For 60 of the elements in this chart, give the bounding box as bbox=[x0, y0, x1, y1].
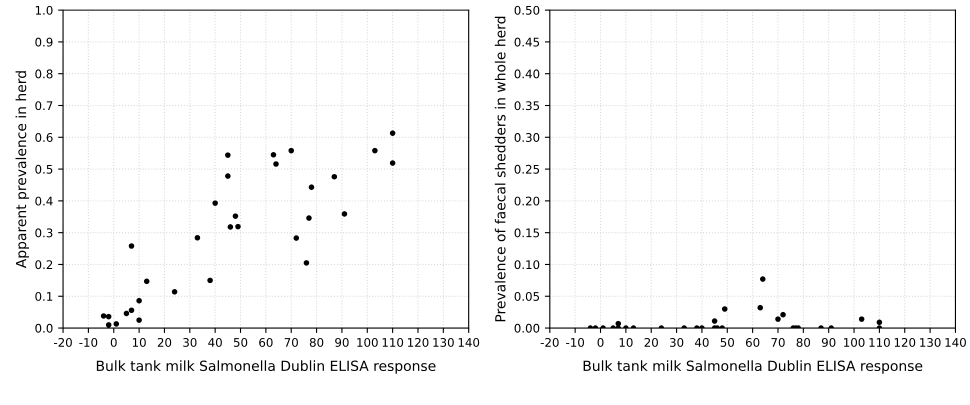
x-tick-label: 110 bbox=[869, 338, 890, 347]
y-tick-label: 0.1 bbox=[35, 292, 52, 301]
x-tick-label: 50 bbox=[234, 338, 248, 347]
y-tick-label: 0.15 bbox=[514, 228, 540, 238]
x-tick-label: 140 bbox=[945, 338, 966, 347]
y-tick-label: 0.6 bbox=[35, 133, 53, 142]
y-tick-label: 0.25 bbox=[514, 164, 540, 174]
y-axis-title: Apparent prevalence in herd bbox=[16, 71, 29, 268]
y-tick-label: 0.0 bbox=[35, 324, 53, 333]
y-tick-label: 1.0 bbox=[36, 6, 53, 15]
y-tick-label: 0.10 bbox=[514, 260, 540, 270]
x-tick-label: -20 bbox=[54, 338, 72, 347]
x-tick-label: -20 bbox=[540, 338, 559, 347]
x-tick-label: 120 bbox=[894, 338, 916, 347]
y-axis-title: Prevalence of faecal shedders in whole herd bbox=[494, 16, 506, 322]
x-tick-label: -10 bbox=[566, 338, 584, 347]
x-tick-label: -10 bbox=[79, 338, 98, 347]
x-tick-label: 80 bbox=[796, 338, 810, 347]
x-tick-label: 130 bbox=[433, 338, 454, 347]
x-tick-label: 30 bbox=[670, 338, 684, 347]
x-axis-title: Bulk tank milk Salmonella Dublin ELISA response bbox=[96, 360, 436, 374]
x-tick-label: 80 bbox=[310, 338, 324, 347]
x-tick-label: 100 bbox=[844, 338, 865, 347]
x-tick-label: 40 bbox=[694, 338, 709, 347]
x-tick-label: 60 bbox=[259, 338, 273, 347]
x-axis-title: Bulk tank milk Salmonella Dublin ELISA response bbox=[584, 360, 922, 374]
y-tick-label: 0.45 bbox=[514, 38, 540, 47]
y-tick-label: 0.3 bbox=[35, 228, 52, 238]
x-tick-label: 130 bbox=[920, 338, 941, 347]
y-tick-label: 0.9 bbox=[35, 38, 52, 47]
y-tick-label: 0.50 bbox=[514, 6, 540, 15]
x-tick-label: 140 bbox=[458, 338, 480, 347]
x-tick-label: 70 bbox=[771, 338, 785, 347]
x-tick-label: 90 bbox=[822, 338, 836, 347]
y-tick-label: 0.30 bbox=[514, 133, 540, 142]
x-tick-label: 0 bbox=[598, 338, 604, 347]
x-tick-label: 20 bbox=[644, 338, 658, 347]
x-tick-label: 10 bbox=[132, 338, 146, 347]
y-tick-label: 0.5 bbox=[35, 164, 52, 174]
y-tick-label: 0.2 bbox=[35, 260, 52, 270]
x-tick-label: 110 bbox=[382, 338, 404, 347]
y-tick-label: 0.7 bbox=[35, 101, 52, 110]
y-tick-label: 0.20 bbox=[514, 196, 540, 206]
x-tick-label: 50 bbox=[720, 338, 734, 347]
x-tick-label: 60 bbox=[746, 338, 760, 347]
x-tick-label: 20 bbox=[158, 338, 172, 347]
y-tick-label: 0.05 bbox=[514, 292, 540, 301]
x-tick-label: 70 bbox=[284, 338, 298, 347]
x-tick-label: 90 bbox=[335, 338, 349, 347]
x-tick-label: 120 bbox=[408, 338, 428, 347]
x-tick-label: 30 bbox=[183, 338, 197, 347]
x-tick-label: 10 bbox=[620, 338, 633, 347]
x-tick-label: 100 bbox=[357, 338, 378, 347]
y-tick-label: 0.40 bbox=[514, 69, 540, 78]
x-tick-label: 40 bbox=[208, 338, 222, 347]
y-tick-label: 0.8 bbox=[35, 69, 53, 78]
y-tick-label: 0.00 bbox=[514, 324, 540, 333]
y-tick-label: 0.4 bbox=[35, 196, 53, 206]
x-tick-label: 0 bbox=[110, 338, 117, 347]
y-tick-label: 0.35 bbox=[514, 101, 540, 110]
